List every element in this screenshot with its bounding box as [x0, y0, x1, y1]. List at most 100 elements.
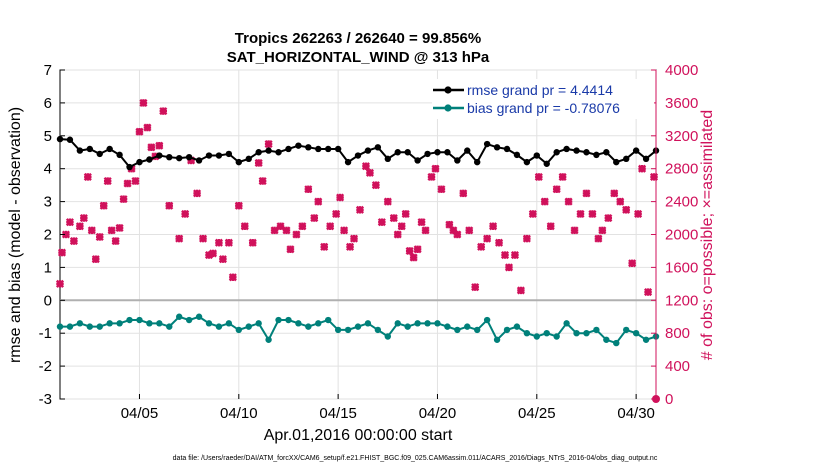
bias-marker [424, 320, 431, 327]
obs-assimilated-marker [477, 242, 486, 251]
bias-marker [116, 320, 123, 327]
legend-bias-label: bias grand pr = -0.78076 [467, 100, 620, 116]
obs-assimilated-marker [401, 209, 410, 218]
rmse-marker [474, 158, 481, 166]
obs-assimilated-marker [421, 226, 430, 235]
bias-marker [642, 336, 650, 343]
grid [60, 69, 656, 400]
bias-marker [235, 326, 242, 334]
obs-assimilated-marker [198, 234, 208, 243]
series-layer [55, 98, 660, 403]
rmse-marker [166, 153, 173, 161]
rmse-marker [156, 152, 163, 159]
obs-assimilated-marker [135, 127, 144, 136]
legend-bias-marker [444, 104, 452, 112]
y-right-tick-label: 2800 [665, 161, 698, 178]
bias-marker [613, 339, 620, 347]
rmse-marker [96, 150, 103, 158]
obs-assimilated-marker [69, 237, 78, 246]
bias-marker [503, 326, 511, 334]
y-right-tick-label: 3600 [665, 95, 698, 112]
obs-assimilated-marker [522, 234, 531, 243]
rmse-marker [315, 145, 322, 153]
obs-assimilated-marker [258, 176, 267, 186]
obs-assimilated-marker [83, 172, 92, 181]
rmse-marker [623, 155, 630, 163]
obs-assimilated-marker [371, 181, 380, 190]
bias-marker [285, 316, 292, 324]
obs-assimilated-marker [282, 226, 291, 235]
obs-assimilated-marker [405, 246, 414, 255]
bias-marker [86, 323, 94, 330]
bias-marker [394, 320, 401, 327]
obs-assimilated-marker [228, 273, 237, 282]
bias-marker [593, 326, 600, 334]
obs-assimilated-marker [552, 185, 561, 194]
rmse-marker [444, 149, 451, 156]
y-left-tick-label: 7 [44, 62, 52, 79]
bias-marker [493, 336, 501, 343]
bias-marker [384, 333, 391, 340]
rmse-marker [583, 149, 590, 156]
obs-assimilated-marker [622, 205, 631, 214]
obs-assimilated-marker [139, 98, 148, 107]
obs-assimilated-marker [55, 279, 65, 288]
bias-marker [533, 333, 540, 340]
y-right-tick-label: 1600 [665, 259, 698, 276]
obs-assimilated-marker [634, 209, 643, 218]
y-right-tick-label: 3200 [665, 128, 698, 145]
rmse-marker [176, 154, 183, 162]
bias-marker [315, 320, 322, 327]
bias-marker [205, 320, 213, 327]
obs-assimilated-marker [564, 197, 573, 206]
rmse-marker [424, 150, 431, 158]
obs-assimilated-marker [346, 242, 355, 251]
obs-assimilated-marker [270, 226, 279, 235]
rmse-marker [126, 163, 133, 171]
y-left-tick-label: 6 [44, 95, 52, 112]
bias-marker [66, 323, 74, 330]
obs-assimilated-marker [465, 226, 474, 235]
rmse-marker [106, 145, 113, 153]
obs-assimilated-marker [248, 238, 257, 247]
obs-assimilated-marker [355, 205, 365, 214]
rmse-marker [56, 135, 64, 143]
obs-assimilated-marker [445, 220, 454, 229]
rmse-marker [265, 147, 272, 154]
obs-assimilated-marker [644, 288, 653, 297]
obs-assimilated-marker [546, 222, 555, 231]
obs-assimilated-marker [264, 139, 273, 149]
obs-assimilated-marker [510, 251, 519, 260]
obs-assimilated-marker [276, 222, 285, 231]
rmse-marker [225, 150, 233, 158]
rmse-marker [553, 149, 560, 156]
obs-assimilated-marker [79, 214, 88, 223]
obs-assimilated-marker [417, 218, 426, 227]
bias-marker [146, 320, 153, 327]
obs-assimilated-marker [75, 222, 84, 231]
x-axis-label: Apr.01,2016 00:00:00 start [264, 427, 453, 444]
bias-marker [305, 323, 312, 330]
obs-assimilated-marker [628, 259, 637, 268]
y-left-tick-label: 2 [44, 227, 52, 244]
x-tick-label: 04/10 [220, 405, 258, 422]
bias-marker [603, 336, 610, 343]
x-tick-label: 04/30 [617, 405, 655, 422]
rmse-marker [503, 145, 511, 153]
obs-assimilated-marker [534, 172, 543, 181]
obs-assimilated-marker [504, 263, 514, 272]
obs-assimilated-marker [224, 238, 233, 247]
rmse-marker [533, 152, 540, 159]
bias-marker [623, 326, 630, 334]
obs-assimilated-marker [389, 214, 398, 223]
rmse-marker [66, 136, 74, 143]
x-tick-label: 04/20 [419, 405, 457, 422]
rmse-marker [86, 145, 94, 153]
rmse-marker [642, 155, 650, 163]
y-right-tick-label: 2400 [665, 194, 698, 211]
obs-assimilated-marker [240, 222, 249, 231]
bias-marker [434, 320, 441, 327]
obs-assimilated-marker [147, 143, 156, 152]
obs-assimilated-marker [594, 234, 603, 243]
obs-assimilated-marker [437, 185, 446, 194]
